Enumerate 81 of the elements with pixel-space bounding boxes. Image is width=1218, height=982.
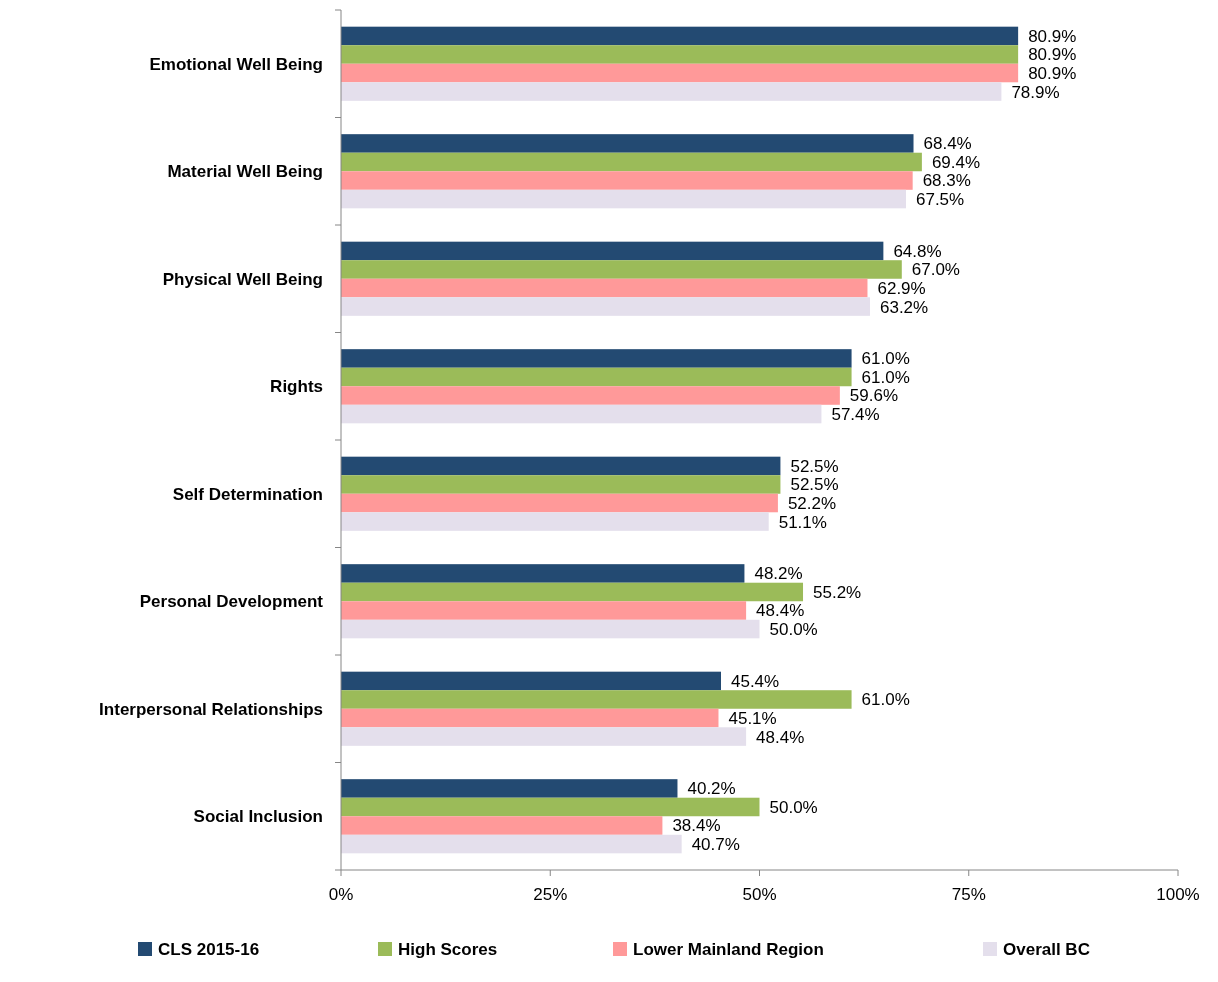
data-label: 62.9% <box>877 278 926 298</box>
bar <box>341 349 852 368</box>
data-label: 67.0% <box>911 260 960 280</box>
bar <box>341 260 902 279</box>
bar <box>341 601 747 620</box>
bar <box>341 493 778 513</box>
data-label: 38.4% <box>672 816 721 836</box>
y-tick-label: Personal Development <box>139 592 324 612</box>
bar <box>341 367 852 387</box>
data-label: 68.3% <box>922 171 971 191</box>
bar <box>341 619 760 639</box>
x-tick-label: 75% <box>951 885 986 904</box>
x-tick-label: 50% <box>742 885 777 904</box>
data-label: 50.0% <box>769 620 818 639</box>
bar <box>341 564 745 583</box>
bar <box>341 82 1002 101</box>
bar <box>341 386 840 405</box>
bar <box>341 727 747 746</box>
bar <box>341 152 922 172</box>
y-tick-label: Social Inclusion <box>193 807 323 827</box>
bar <box>341 671 721 691</box>
data-label: 52.2% <box>787 493 837 513</box>
bar <box>341 189 906 209</box>
bar <box>341 816 663 835</box>
data-label: 52.5% <box>790 475 839 495</box>
bar <box>341 690 852 709</box>
legend-label: CLS 2015-16 <box>158 939 260 959</box>
bar <box>341 134 914 153</box>
data-label: 64.8% <box>893 241 942 261</box>
bar <box>341 45 1019 64</box>
data-label: 57.4% <box>831 405 880 424</box>
bar <box>341 512 769 531</box>
bar <box>341 278 868 298</box>
bar <box>341 708 719 728</box>
bar <box>341 779 678 798</box>
bar <box>341 171 913 190</box>
data-label: 52.5% <box>790 456 839 476</box>
data-label: 80.9% <box>1028 26 1077 46</box>
data-label: 50.0% <box>769 797 818 817</box>
data-label: 63.2% <box>879 297 929 317</box>
data-label: 61.0% <box>861 349 910 369</box>
legend-label: High Scores <box>398 939 498 959</box>
data-label: 61.0% <box>861 367 910 387</box>
bar <box>341 26 1019 46</box>
y-tick-label: Interpersonal Relationships <box>99 699 323 719</box>
data-label: 68.4% <box>923 134 972 154</box>
data-label: 45.4% <box>731 671 780 691</box>
bar <box>341 404 822 424</box>
bar <box>341 63 1019 83</box>
bar <box>341 797 760 817</box>
data-label: 40.7% <box>691 835 740 854</box>
data-label: 67.5% <box>915 190 965 209</box>
legend-label: Overall BC <box>1003 939 1090 959</box>
data-label: 55.2% <box>813 582 862 602</box>
data-label: 45.1% <box>728 708 777 728</box>
data-label: 59.6% <box>849 386 899 406</box>
y-tick-label: Rights <box>270 377 323 397</box>
legend-label: Lower Mainland Region <box>633 939 824 959</box>
bar <box>341 475 781 494</box>
y-tick-label: Emotional Well Being <box>149 54 323 74</box>
x-tick-label: 25% <box>533 885 568 904</box>
x-tick-label: 100% <box>1156 885 1200 904</box>
x-tick-label: 0% <box>328 885 354 904</box>
data-label: 69.4% <box>931 152 981 172</box>
data-label: 48.4% <box>756 727 805 747</box>
data-label: 40.2% <box>687 779 736 799</box>
data-label: 48.4% <box>756 601 805 621</box>
bar <box>341 241 884 261</box>
data-label: 78.9% <box>1011 82 1060 102</box>
bar <box>341 582 804 602</box>
y-tick-label: Material Well Being <box>167 162 323 182</box>
bar <box>341 456 781 476</box>
bar <box>341 297 870 316</box>
y-tick-label: Physical Well Being <box>162 269 323 289</box>
data-label: 61.0% <box>861 690 910 710</box>
data-label: 48.2% <box>754 564 803 584</box>
data-label: 51.1% <box>778 512 827 532</box>
data-label: 80.9% <box>1028 45 1077 65</box>
y-tick-label: Self Determination <box>172 484 323 504</box>
bar <box>341 834 682 854</box>
data-label: 80.9% <box>1028 63 1077 83</box>
